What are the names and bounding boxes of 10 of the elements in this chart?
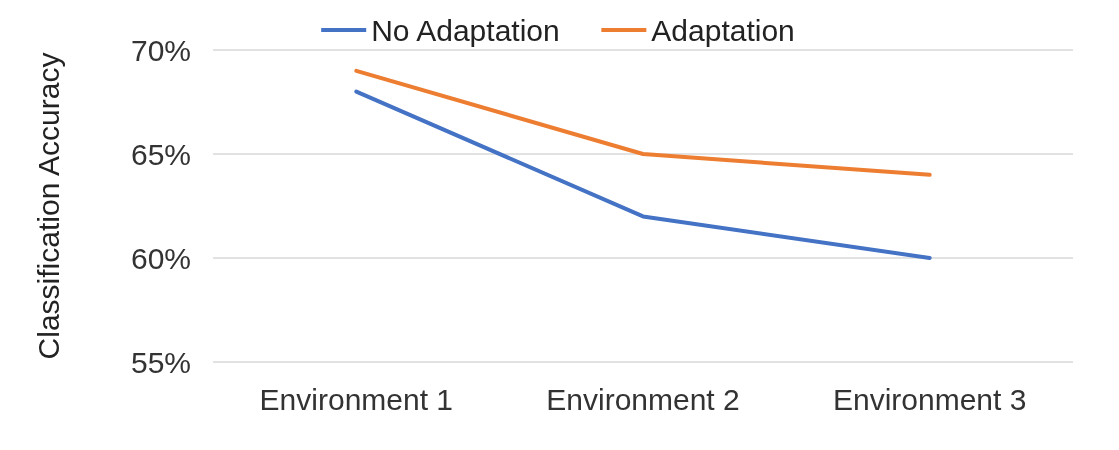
- y-axis-title: Classification Accuracy: [31, 52, 65, 360]
- y-tick-label: 60%: [130, 241, 191, 275]
- y-tick-label: 55%: [130, 345, 191, 379]
- legend-label: No Adaptation: [371, 13, 560, 47]
- legend-label: Adaptation: [651, 13, 795, 47]
- y-tick-label: 65%: [130, 137, 191, 171]
- x-tick-label: Environment 2: [546, 382, 740, 416]
- x-tick-label: Environment 3: [832, 382, 1027, 416]
- x-tick-label: Environment 1: [259, 382, 454, 416]
- y-tick-label: 70%: [130, 33, 191, 67]
